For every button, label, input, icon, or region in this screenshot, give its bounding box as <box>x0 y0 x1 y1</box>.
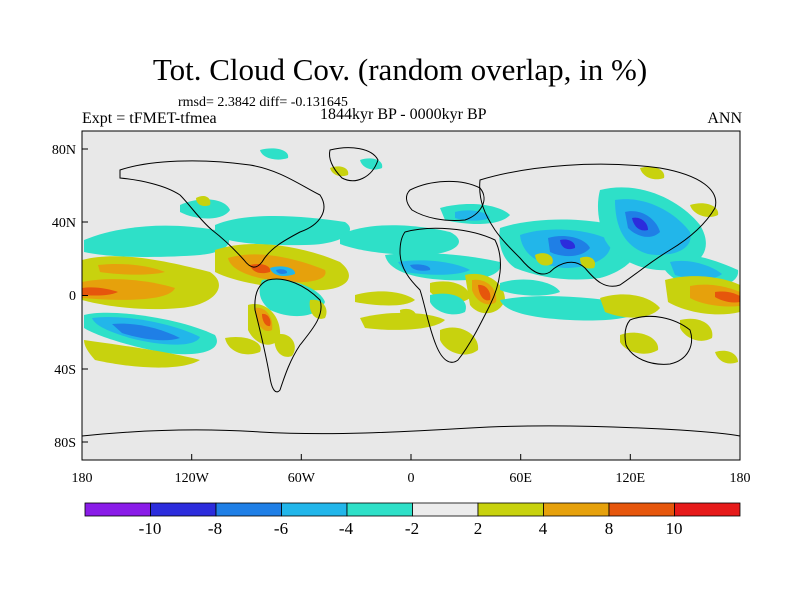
anomaly-field <box>410 264 431 271</box>
colorbar <box>84 502 741 517</box>
anomaly-field <box>680 318 713 341</box>
x-tick-label: 60W <box>288 471 316 486</box>
anomaly-field <box>112 323 180 341</box>
anomaly-field <box>398 260 470 275</box>
anomaly-field <box>535 253 553 266</box>
experiment-label: Expt = tFMET-tfmea <box>82 110 217 127</box>
anomaly-field <box>82 287 118 296</box>
anomaly-field <box>215 216 351 246</box>
colorbar-label: -6 <box>274 519 288 538</box>
colorbar-label: 8 <box>605 519 614 538</box>
colorbar-labels: -10 -8 -6 -4 -2 2 4 8 10 <box>139 519 683 538</box>
anomaly-field <box>84 340 200 368</box>
colorbar-box <box>215 502 282 517</box>
north-america-coast <box>119 160 325 268</box>
anomaly-field <box>430 293 466 315</box>
anomaly-field <box>355 291 415 306</box>
x-tick-label: 180 <box>72 471 93 486</box>
x-tick-label: 60E <box>509 471 532 486</box>
anomaly-field <box>259 279 325 317</box>
anomaly-field <box>360 158 383 170</box>
greenland-coast <box>329 147 379 182</box>
colorbar-box <box>674 502 741 517</box>
africa-coast <box>399 227 501 363</box>
anomaly-field <box>715 350 738 364</box>
anomaly-field <box>276 269 288 274</box>
anomaly-field <box>500 279 560 296</box>
colorbar-box <box>412 502 479 517</box>
y-tick-label: 80S <box>54 436 76 451</box>
anomaly-field <box>580 256 596 269</box>
x-tick-labels: 180 120W 60W 0 60E 120E 180 <box>72 471 751 486</box>
anomaly-field <box>455 210 490 221</box>
antarctica-coast <box>82 425 740 437</box>
anomaly-field <box>400 308 417 323</box>
anomaly-field <box>670 260 722 280</box>
europe-coast <box>406 180 485 221</box>
colorbar-label: -10 <box>139 519 162 538</box>
season-label: ANN <box>707 110 742 127</box>
colorbar-label: -8 <box>208 519 222 538</box>
anomaly-field <box>250 263 271 274</box>
period-label: 1844kyr BP - 0000kyr BP <box>320 106 487 123</box>
colorbar-box <box>608 502 675 517</box>
map-title: Tot. Cloud Cov. (random overlap, in %) <box>152 52 648 87</box>
anomaly-field <box>274 334 295 357</box>
coastlines <box>82 147 740 437</box>
anomaly-field <box>262 313 271 327</box>
anomaly-field <box>309 299 327 319</box>
south-america-coast <box>254 278 322 393</box>
anomaly-field <box>225 336 261 355</box>
colorbar-box <box>477 502 544 517</box>
anomaly-field <box>98 263 165 275</box>
anomaly-field <box>360 312 445 330</box>
x-tick-label: 180 <box>730 471 751 486</box>
colorbar-box <box>84 502 151 517</box>
x-tick-label: 0 <box>408 471 415 486</box>
australia-coast <box>624 315 693 365</box>
colorbar-label: -4 <box>339 519 354 538</box>
anomaly-field <box>600 294 660 318</box>
anomaly-field <box>715 291 740 303</box>
anomaly-field <box>632 217 648 231</box>
x-tick-marks <box>81 454 741 460</box>
anomaly-field <box>478 284 491 301</box>
anomaly-field <box>196 195 211 207</box>
y-tick-label: 80N <box>52 143 76 158</box>
anomaly-field <box>560 239 576 250</box>
colorbar-box <box>150 502 217 517</box>
colorbar-box <box>281 502 348 517</box>
colorbar-label: 2 <box>474 519 483 538</box>
anomaly-field <box>260 148 289 160</box>
anomaly-field <box>640 166 665 180</box>
colorbar-label: 4 <box>539 519 548 538</box>
anomaly-field <box>620 332 659 354</box>
y-tick-labels: 80N 40N 0 40S 80S <box>52 143 76 451</box>
statistics-label: rmsd= 2.3842 diff= -0.131645 <box>178 95 348 110</box>
colorbar-box <box>543 502 610 517</box>
x-tick-label: 120W <box>175 471 210 486</box>
colorbar-label: 10 <box>666 519 683 538</box>
colorbar-label: -2 <box>405 519 419 538</box>
y-tick-label: 0 <box>69 289 76 304</box>
y-tick-label: 40N <box>52 216 76 231</box>
colorbar-box <box>346 502 413 517</box>
asia-coast <box>479 163 717 287</box>
y-tick-marks <box>82 148 88 443</box>
x-tick-label: 120E <box>616 471 646 486</box>
anomaly-field <box>180 199 230 219</box>
anomaly-field <box>340 225 459 255</box>
y-tick-label: 40S <box>54 363 76 378</box>
anomaly-field <box>440 327 479 355</box>
anomaly-field <box>84 225 230 257</box>
